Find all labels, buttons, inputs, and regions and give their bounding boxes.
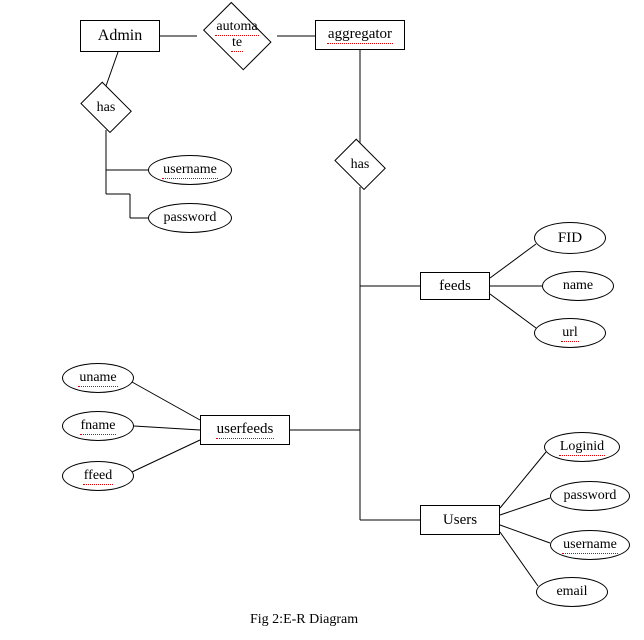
attribute-u_password: password [550, 481, 630, 511]
entity-aggregator: aggregator [315, 20, 405, 50]
attribute-feeds_url: url [534, 318, 606, 348]
attribute-uf_fname: fname [62, 411, 134, 441]
figure-caption: Fig 2:E-R Diagram [250, 612, 358, 628]
attribute-admin_password: password [148, 203, 232, 233]
relationship-agg_has: has [330, 143, 390, 187]
entity-userfeeds: userfeeds [200, 415, 290, 445]
attribute-u_username: username [550, 530, 630, 560]
entity-admin: Admin [80, 20, 160, 52]
relationship-admin_has: has [76, 86, 136, 130]
relationship-automate: automate [197, 8, 277, 64]
attribute-feeds_fid: FID [534, 222, 606, 254]
entity-feeds: feeds [420, 272, 490, 300]
entity-users: Users [420, 505, 500, 535]
attribute-admin_username: username [148, 155, 232, 185]
attribute-u_email: email [536, 577, 608, 607]
attribute-uf_uname: uname [62, 363, 134, 393]
attribute-uf_ffeed: ffeed [62, 461, 134, 491]
attribute-u_loginid: Loginid [544, 432, 620, 462]
attribute-feeds_name: name [542, 271, 614, 301]
